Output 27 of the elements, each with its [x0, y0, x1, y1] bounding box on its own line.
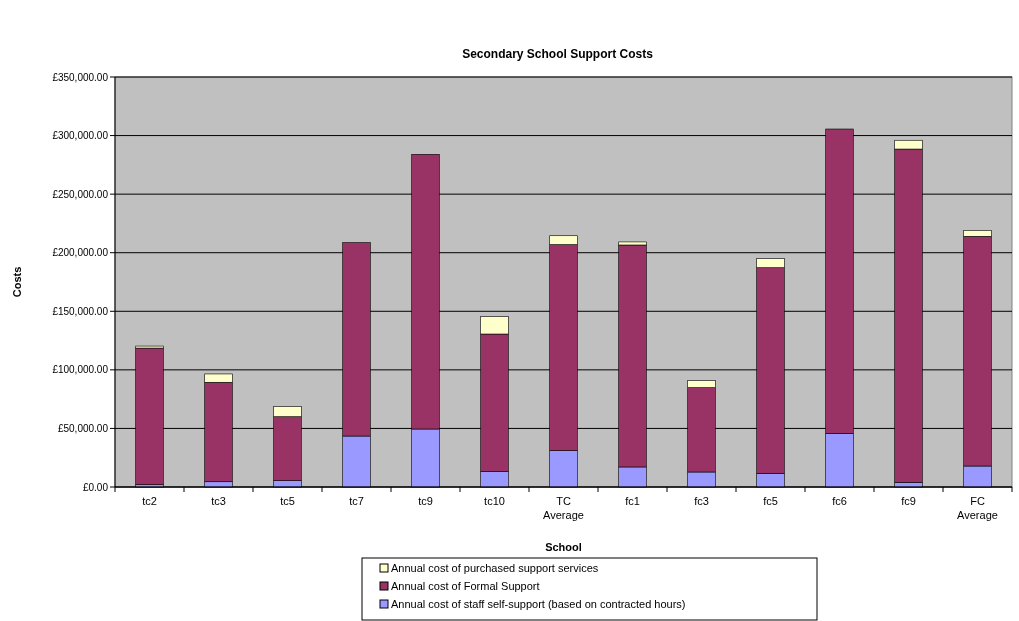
x-tick-label: fc6 [832, 495, 847, 507]
x-tick-label: tc3 [211, 495, 226, 507]
y-tick-label: £100,000.00 [52, 364, 109, 376]
y-tick-label: £250,000.00 [52, 188, 109, 200]
y-tick-label: £300,000.00 [52, 130, 109, 142]
y-tick-label: £0.00 [82, 481, 109, 493]
x-tick-label: FC Average [957, 495, 998, 521]
y-tick-label: £200,000.00 [52, 247, 109, 259]
x-tick-label: fc5 [763, 495, 778, 507]
y-axis-title: Costs [11, 266, 23, 298]
x-tick-label: fc3 [694, 495, 709, 507]
x-tick-label: tc7 [349, 495, 364, 507]
legend-label: Annual cost of purchased support services [391, 561, 599, 574]
chart-title: Secondary School Support Costs [462, 47, 654, 61]
y-tick-label: £150,000.00 [52, 305, 109, 317]
y-tick-label: £50,000.00 [57, 422, 109, 434]
legend-label: Annual cost of Formal Support [391, 579, 540, 592]
x-axis-title: School [545, 541, 582, 553]
x-tick-label: tc5 [280, 495, 295, 507]
x-tick-label: fc9 [901, 495, 916, 507]
x-tick-label: tc2 [142, 495, 157, 507]
y-tick-label: £350,000.00 [52, 71, 109, 83]
legend-label: Annual cost of staff self-support (based on contracted hours) [391, 597, 686, 610]
x-tick-label: TC Average [543, 495, 584, 521]
x-tick-label: tc10 [484, 495, 505, 507]
x-tick-label: tc9 [418, 495, 433, 507]
x-tick-label: fc1 [625, 495, 640, 507]
